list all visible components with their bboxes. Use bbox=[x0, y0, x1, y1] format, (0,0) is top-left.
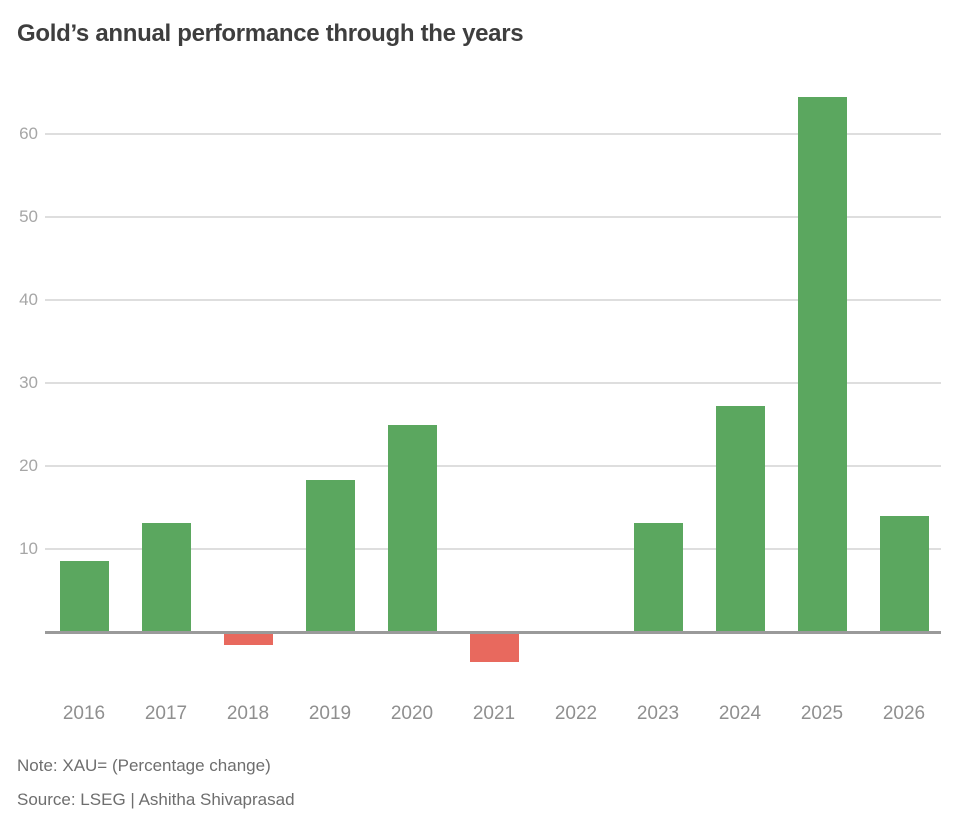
bar-2016 bbox=[59, 561, 109, 632]
x-axis-label-2020: 2020 bbox=[390, 703, 434, 724]
y-axis-tick-60: 60 bbox=[19, 124, 38, 143]
x-axis-label-2024: 2024 bbox=[718, 703, 762, 724]
gridline-40 bbox=[45, 299, 941, 301]
chart-title: Gold’s annual performance through the ye… bbox=[17, 20, 524, 47]
bar-2017 bbox=[141, 523, 191, 632]
x-axis-label-2022: 2022 bbox=[554, 703, 598, 724]
bar-2020 bbox=[387, 424, 437, 632]
gridline-20 bbox=[45, 465, 941, 467]
bar-2019 bbox=[305, 480, 355, 632]
zero-baseline bbox=[45, 631, 941, 634]
x-axis-label-2026: 2026 bbox=[882, 703, 926, 724]
y-axis-tick-50: 50 bbox=[19, 207, 38, 226]
bar-2023 bbox=[633, 523, 683, 632]
chart-source: Source: LSEG | Ashitha Shivaprasad bbox=[17, 790, 295, 809]
x-axis-label-2019: 2019 bbox=[308, 703, 352, 724]
x-axis-label-2018: 2018 bbox=[226, 703, 270, 724]
y-axis-tick-40: 40 bbox=[19, 290, 38, 309]
y-axis-tick-10: 10 bbox=[19, 539, 38, 558]
y-axis-tick-30: 30 bbox=[19, 373, 38, 392]
gridline-30 bbox=[45, 382, 941, 384]
y-axis-tick-20: 20 bbox=[19, 456, 38, 475]
x-axis-label-2025: 2025 bbox=[800, 703, 844, 724]
x-axis-label-2017: 2017 bbox=[144, 703, 188, 724]
bar-2024 bbox=[715, 406, 765, 632]
x-axis-label-2021: 2021 bbox=[472, 703, 516, 724]
gridline-10 bbox=[45, 548, 941, 550]
chart-note: Note: XAU= (Percentage change) bbox=[17, 756, 271, 775]
x-axis-label-2016: 2016 bbox=[62, 703, 106, 724]
bar-2021 bbox=[469, 632, 519, 662]
bar-2018 bbox=[223, 632, 273, 646]
gridline-50 bbox=[45, 216, 941, 218]
gridline-60 bbox=[45, 133, 941, 135]
bar-2026 bbox=[879, 515, 929, 632]
bar-2025 bbox=[797, 97, 847, 632]
x-axis-label-2023: 2023 bbox=[636, 703, 680, 724]
